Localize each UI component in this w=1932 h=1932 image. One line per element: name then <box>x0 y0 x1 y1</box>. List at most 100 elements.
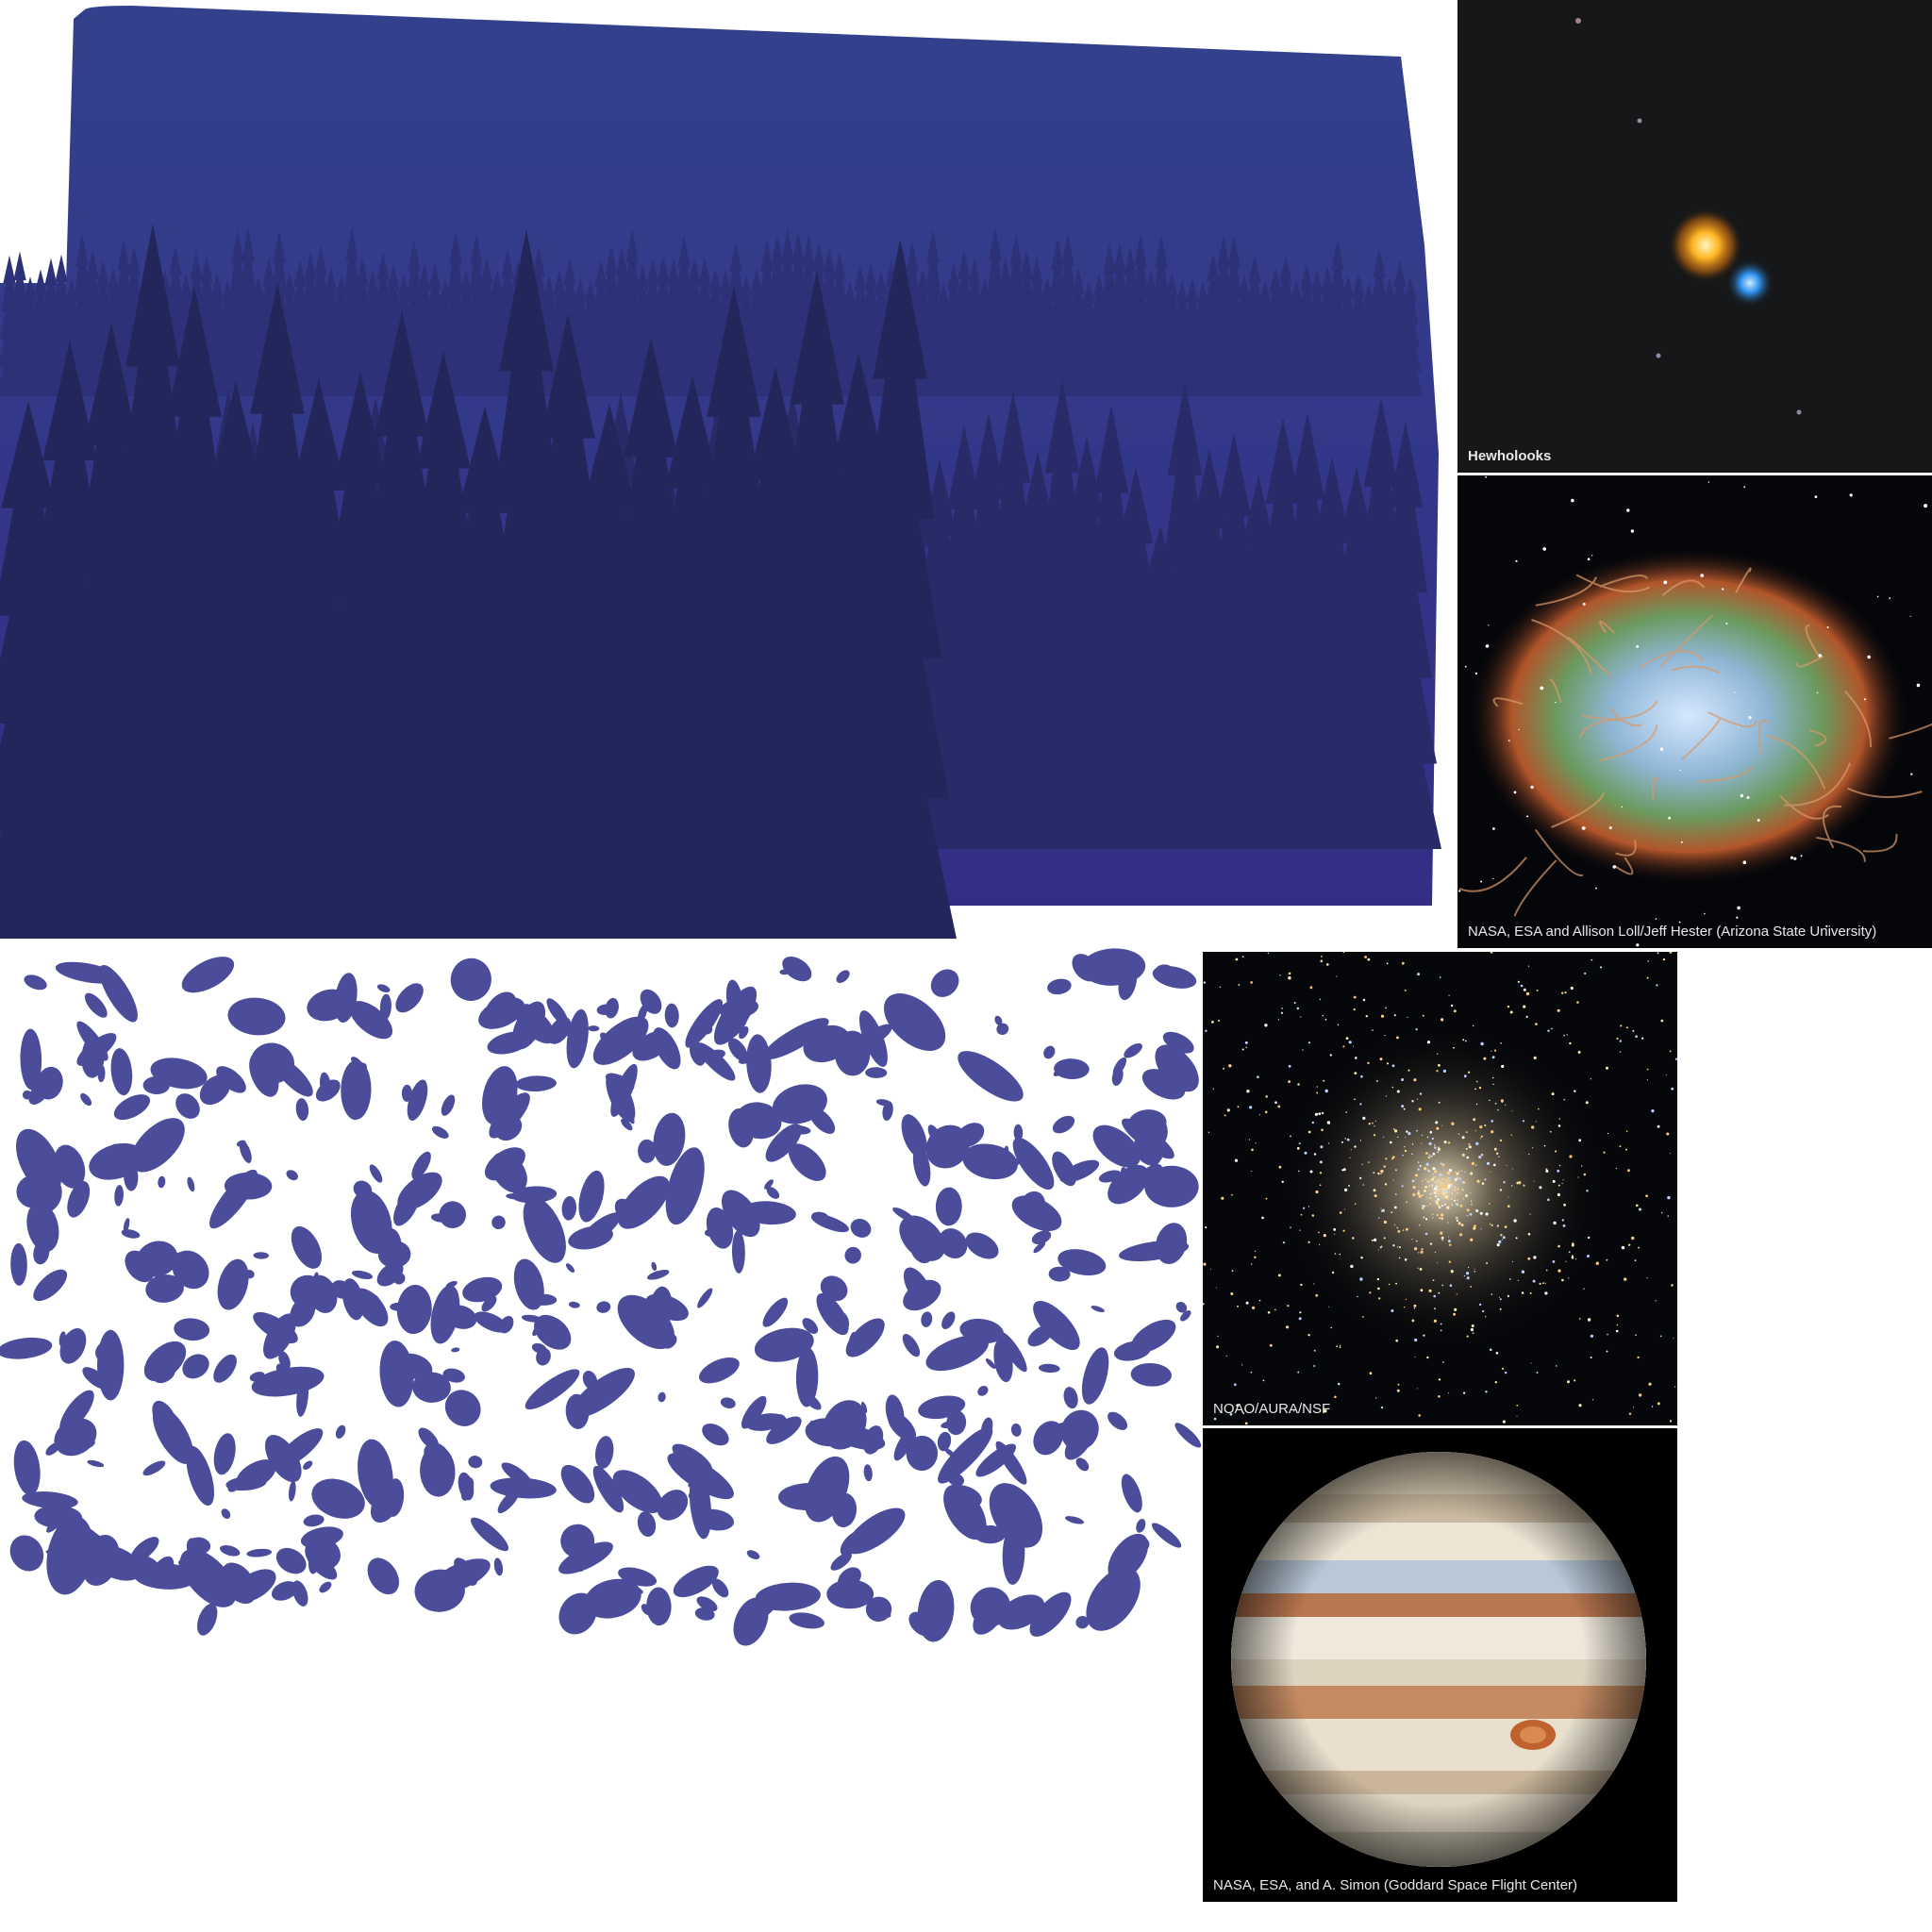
star <box>1339 1344 1341 1347</box>
star <box>1330 1326 1332 1329</box>
star <box>1438 1395 1441 1398</box>
lake <box>22 1491 78 1509</box>
star <box>1343 1208 1345 1210</box>
star <box>1475 1164 1477 1166</box>
star <box>1318 1231 1320 1234</box>
star <box>1381 1210 1383 1212</box>
star <box>1436 1190 1439 1193</box>
star <box>1462 1190 1465 1191</box>
star <box>1474 1271 1476 1273</box>
star <box>1473 1118 1476 1122</box>
star <box>1511 1168 1513 1170</box>
lake <box>865 1596 892 1623</box>
lake <box>836 970 850 984</box>
star <box>1441 1236 1444 1240</box>
star <box>1595 1261 1599 1265</box>
star <box>1212 1088 1214 1090</box>
lake <box>351 1270 374 1279</box>
star <box>1470 1192 1472 1194</box>
photo-globular-cluster[interactable]: NOAO/AURA/NSF <box>1203 952 1677 1425</box>
lake <box>82 1367 109 1390</box>
lake <box>395 983 424 1013</box>
star <box>1377 1172 1380 1175</box>
star <box>1567 1380 1570 1384</box>
lake <box>458 1472 475 1501</box>
star <box>1406 1201 1407 1204</box>
lake <box>810 1213 849 1233</box>
star <box>1357 1295 1358 1298</box>
star <box>1826 626 1829 628</box>
lake <box>15 1128 62 1194</box>
star <box>1359 1140 1361 1141</box>
lake <box>172 1250 209 1290</box>
globular-cluster-image <box>1203 952 1677 1425</box>
lake <box>1111 1067 1124 1086</box>
star <box>1323 1079 1325 1082</box>
star <box>1428 1289 1432 1292</box>
star <box>1231 1270 1234 1272</box>
star <box>1460 1224 1464 1226</box>
lake <box>704 1227 725 1238</box>
star <box>1434 1251 1437 1254</box>
star <box>1547 1029 1550 1032</box>
lake <box>700 1049 725 1063</box>
lake <box>861 1401 868 1414</box>
star <box>1404 989 1407 991</box>
lake <box>335 1424 346 1439</box>
star <box>1241 1048 1244 1051</box>
star <box>1292 1410 1295 1412</box>
photo-crab-nebula[interactable]: NASA, ESA and Allison Loll/Jeff Hester (… <box>1457 475 1932 948</box>
lake <box>653 1112 686 1166</box>
star <box>1411 1143 1414 1145</box>
star <box>1793 857 1797 860</box>
lake-map-illustration <box>0 948 1202 1646</box>
nebula-filament <box>1735 567 1752 593</box>
nebula-filament <box>1844 690 1873 748</box>
star <box>1449 1284 1453 1287</box>
lake <box>592 1465 625 1513</box>
star <box>1384 1035 1386 1037</box>
lake <box>782 956 812 982</box>
lake <box>646 1269 670 1280</box>
star <box>1426 1180 1429 1183</box>
lake <box>396 1284 432 1335</box>
star <box>1374 1238 1377 1241</box>
lake <box>695 1508 735 1531</box>
star <box>1337 1024 1340 1025</box>
star <box>1250 981 1253 984</box>
star <box>1790 856 1794 859</box>
photo-jupiter[interactable]: NASA, ESA, and A. Simon (Goddard Space F… <box>1203 1428 1677 1902</box>
star <box>1224 1114 1226 1117</box>
star <box>1535 1121 1537 1123</box>
lake <box>1098 1170 1122 1183</box>
star <box>1441 1124 1443 1126</box>
star <box>1578 1318 1581 1320</box>
star <box>1558 1118 1561 1120</box>
lake <box>13 1440 41 1495</box>
star <box>1333 1233 1336 1235</box>
lake <box>1013 1124 1024 1141</box>
star <box>1407 1016 1408 1018</box>
star <box>1474 672 1478 675</box>
star <box>1449 1243 1452 1246</box>
lake <box>33 1241 50 1265</box>
star <box>1474 1268 1475 1270</box>
star <box>1455 1171 1457 1174</box>
star <box>1417 973 1421 976</box>
star <box>1397 1136 1399 1138</box>
star <box>1474 1130 1476 1132</box>
lake <box>274 1057 313 1097</box>
star <box>1250 1371 1253 1374</box>
star <box>1418 1252 1420 1254</box>
lake <box>1052 1115 1075 1134</box>
lake <box>515 1075 557 1092</box>
star <box>1496 1224 1499 1227</box>
star <box>1454 1307 1457 1311</box>
star <box>1411 1100 1414 1103</box>
lake <box>1151 1178 1161 1190</box>
star <box>1354 1145 1357 1148</box>
lake <box>1122 1118 1174 1159</box>
photo-binary-star[interactable]: Hewholooks <box>1457 0 1932 473</box>
star <box>1216 1345 1220 1349</box>
star <box>1434 1144 1436 1146</box>
